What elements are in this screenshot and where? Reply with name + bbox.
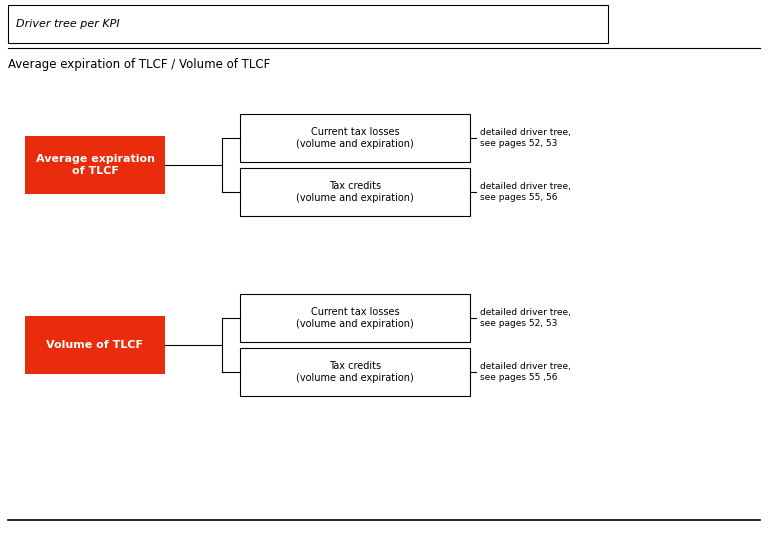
FancyBboxPatch shape [240,168,470,216]
FancyBboxPatch shape [8,5,608,43]
Text: detailed driver tree,
see pages 52, 53: detailed driver tree, see pages 52, 53 [480,129,571,148]
Text: detailed driver tree,
see pages 52, 53: detailed driver tree, see pages 52, 53 [480,308,571,328]
FancyBboxPatch shape [240,114,470,162]
Text: Average expiration
of TLCF: Average expiration of TLCF [36,154,154,176]
Text: detailed driver tree,
see pages 55, 56: detailed driver tree, see pages 55, 56 [480,183,571,202]
Text: Current tax losses
(volume and expiration): Current tax losses (volume and expiratio… [296,127,414,149]
FancyBboxPatch shape [240,294,470,342]
Text: Driver tree per KPI: Driver tree per KPI [16,19,119,29]
FancyBboxPatch shape [25,136,165,194]
Text: Average expiration of TLCF / Volume of TLCF: Average expiration of TLCF / Volume of T… [8,58,270,71]
Text: Current tax losses
(volume and expiration): Current tax losses (volume and expiratio… [296,307,414,329]
Text: detailed driver tree,
see pages 55 ,56: detailed driver tree, see pages 55 ,56 [480,362,571,382]
FancyBboxPatch shape [25,316,165,374]
FancyBboxPatch shape [240,348,470,396]
Text: Tax credits
(volume and expiration): Tax credits (volume and expiration) [296,181,414,203]
Text: Tax credits
(volume and expiration): Tax credits (volume and expiration) [296,361,414,383]
Text: Volume of TLCF: Volume of TLCF [47,340,144,350]
